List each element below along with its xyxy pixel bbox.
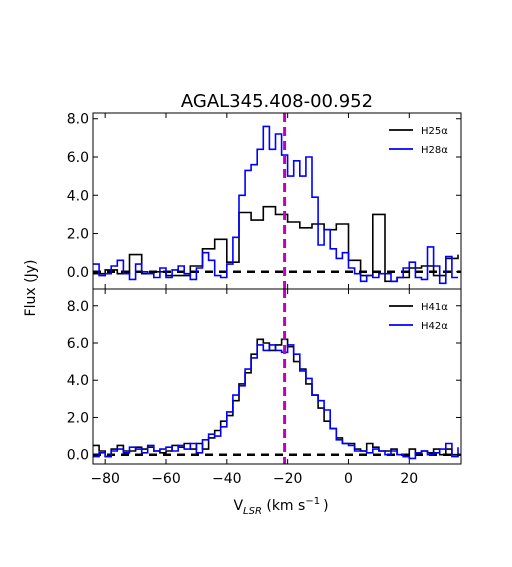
panel-frame bbox=[92, 288, 462, 465]
y-tick-label: 0.0 bbox=[67, 265, 89, 281]
x-axis-label: VLSR (km s−1) bbox=[233, 496, 328, 517]
y-tick-label: 6.0 bbox=[67, 150, 89, 166]
x-tick-label: 20 bbox=[400, 471, 418, 487]
series-0-1 bbox=[93, 125, 458, 285]
x-tick-label: −20 bbox=[273, 471, 303, 487]
series-1-1 bbox=[93, 344, 459, 460]
y-tick-label: 4.0 bbox=[67, 373, 89, 389]
legend: H41α H42α bbox=[389, 302, 448, 332]
x-axis-label-exponent: −1 bbox=[305, 496, 320, 507]
y-tick-label: 6.0 bbox=[67, 336, 89, 352]
y-tick-label: 0.0 bbox=[67, 448, 89, 464]
x-tick-label: −40 bbox=[212, 471, 242, 487]
y-tick-label: 2.0 bbox=[67, 227, 89, 243]
y-tick-label: 8.0 bbox=[67, 299, 89, 315]
legend-label: H41α bbox=[421, 302, 448, 313]
y-tick-label: 2.0 bbox=[67, 410, 89, 426]
legend-label: H42α bbox=[421, 321, 448, 332]
panel-frame bbox=[92, 112, 462, 290]
x-tick-label: −60 bbox=[151, 471, 181, 487]
y-tick-label: 4.0 bbox=[67, 188, 89, 204]
x-tick-label: −80 bbox=[90, 471, 120, 487]
top-panel: 0.0 2.0 4.0 6.0 8.0 H25α H28α bbox=[67, 112, 462, 290]
x-axis-label-v: V bbox=[233, 498, 243, 514]
bottom-panel: 0.0 2.0 4.0 6.0 8.0 H41α H42α bbox=[67, 288, 462, 465]
x-axis-label-subscript: LSR bbox=[243, 506, 262, 517]
legend: H25α H28α bbox=[389, 126, 448, 156]
x-axis-label-close: ) bbox=[323, 498, 328, 514]
y-tick-label: 8.0 bbox=[67, 112, 89, 128]
chart-title: AGAL345.408-00.952 bbox=[181, 91, 373, 112]
legend-label: H28α bbox=[421, 145, 448, 156]
series-1-0 bbox=[93, 338, 459, 458]
legend-label: H25α bbox=[421, 126, 448, 137]
x-axis-label-units: (km s bbox=[262, 498, 305, 514]
x-tick-label: 0 bbox=[344, 471, 353, 487]
y-axis-label: Flux (Jy) bbox=[23, 260, 39, 317]
